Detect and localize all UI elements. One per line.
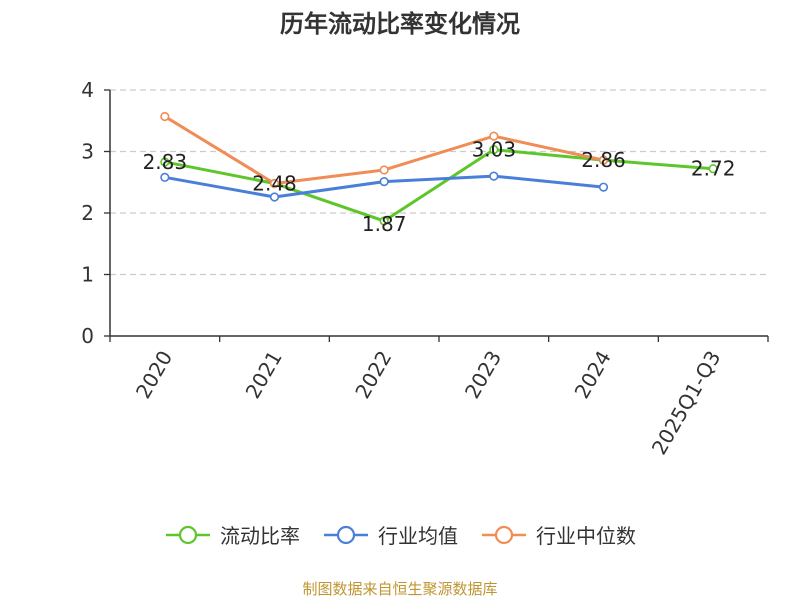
data-point — [160, 157, 170, 167]
data-label: 2.72 — [691, 157, 736, 181]
data-label: 2.86 — [581, 148, 626, 172]
data-point — [160, 111, 170, 122]
legend-swatch-icon — [324, 525, 368, 544]
data-point — [379, 177, 389, 187]
data-label: 2.83 — [143, 150, 188, 174]
line-chart: 0 1 2 3 4 2020 2021 2022 2023 2024 2025Q1-Q3 2.83 2.… — [81, 78, 769, 459]
legend-swatch-icon — [482, 525, 526, 544]
data-point — [379, 216, 389, 226]
legend-swatch-icon — [166, 525, 210, 544]
x-tick-label: 2022 — [350, 347, 396, 403]
legend-item[interactable]: 行业均值 — [322, 520, 458, 549]
legend-label: 行业中位数 — [536, 524, 636, 548]
data-point — [160, 172, 170, 182]
y-tick-label: 1 — [81, 263, 94, 287]
legend-label: 流动比率 — [220, 524, 300, 548]
y-tick-label: 4 — [81, 78, 94, 102]
legend-item[interactable]: 行业中位数 — [480, 520, 636, 549]
data-point — [379, 165, 389, 175]
data-label: 2.48 — [252, 171, 297, 195]
chart-title: 历年流动比率变化情况 — [280, 10, 520, 38]
x-tick-label: 2023 — [460, 347, 506, 403]
legend-item[interactable]: 流动比率 — [164, 520, 300, 549]
y-tick-label: 3 — [81, 140, 94, 164]
data-point — [269, 178, 280, 189]
data-point — [489, 131, 499, 141]
data-label: 1.87 — [362, 212, 407, 236]
x-tick-label: 2021 — [241, 347, 287, 403]
x-tick-label: 2020 — [131, 347, 177, 403]
x-tick-label: 2025Q1-Q3 — [647, 347, 726, 459]
series-line-1 — [164, 148, 714, 223]
data-point — [269, 192, 280, 202]
data-point — [598, 155, 609, 165]
x-tick-label: 2024 — [570, 347, 616, 403]
data-label: 3.03 — [472, 138, 517, 162]
data-point — [708, 164, 718, 174]
data-point — [598, 182, 609, 192]
legend: 流动比率 行业均值 行业中位数 — [0, 520, 800, 549]
y-tick-label: 2 — [81, 201, 94, 225]
y-tick-label: 0 — [81, 324, 94, 348]
data-point — [489, 171, 499, 181]
data-point — [489, 145, 499, 155]
source-note: 制图数据来自恒生聚源数据库 — [302, 580, 498, 598]
legend-label: 行业均值 — [378, 524, 458, 548]
